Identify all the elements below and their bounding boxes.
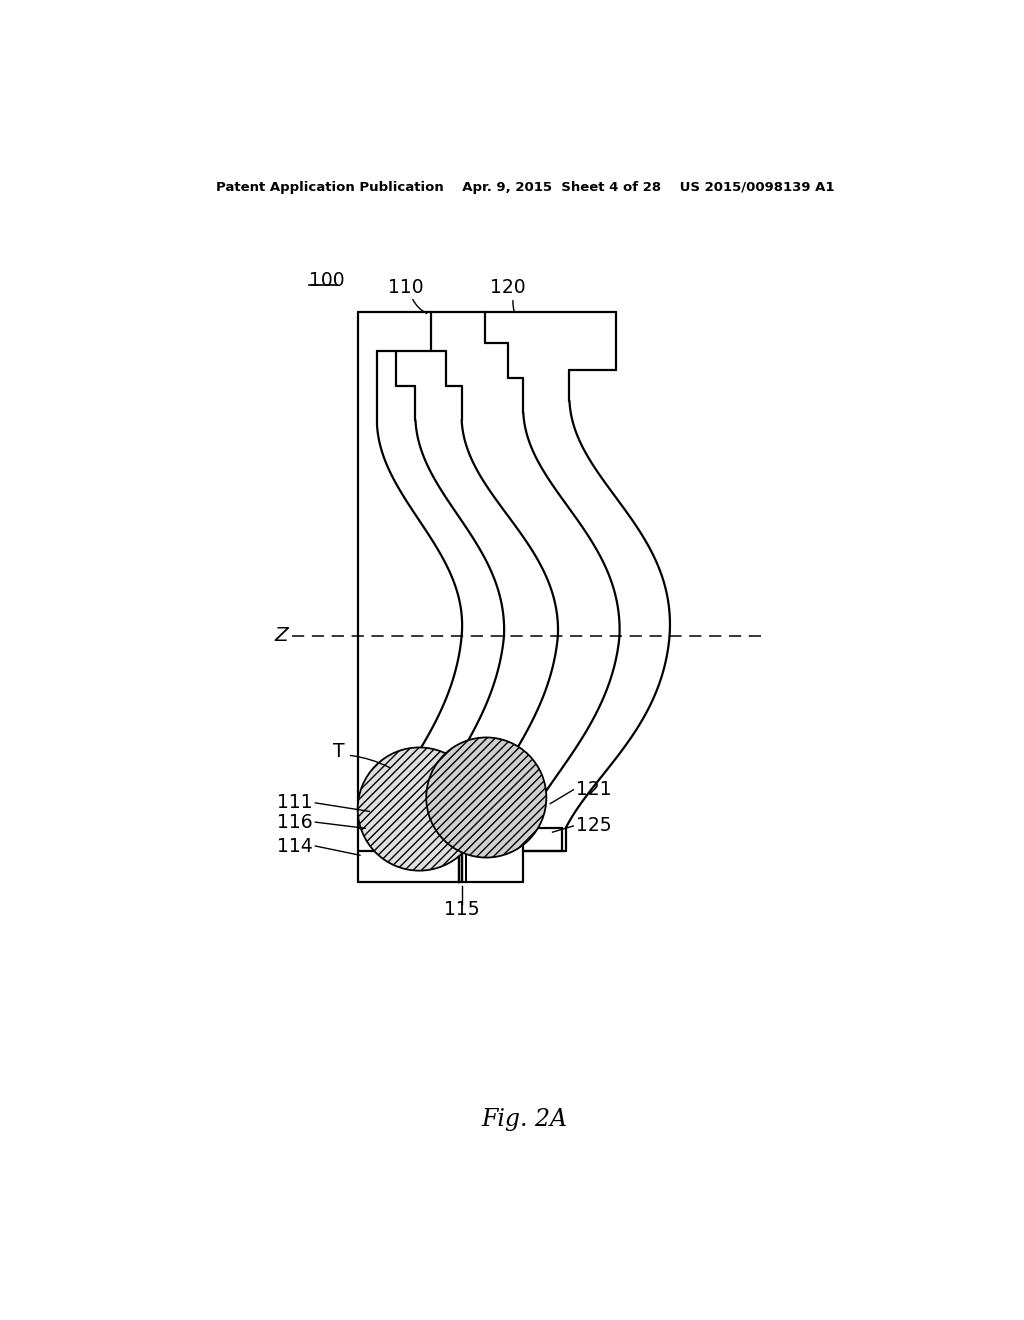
Text: 116: 116 [278, 813, 313, 832]
Text: 111: 111 [278, 793, 313, 812]
Circle shape [357, 747, 481, 871]
Text: 114: 114 [278, 837, 313, 855]
Text: 115: 115 [443, 900, 479, 919]
Text: T: T [333, 742, 345, 760]
Circle shape [426, 738, 547, 858]
Text: 110: 110 [388, 279, 424, 297]
Text: Fig. 2A: Fig. 2A [482, 1107, 567, 1131]
Text: 125: 125 [575, 817, 611, 836]
Text: 121: 121 [575, 780, 611, 800]
Text: 100: 100 [309, 271, 345, 289]
Text: Patent Application Publication    Apr. 9, 2015  Sheet 4 of 28    US 2015/0098139: Patent Application Publication Apr. 9, 2… [215, 181, 835, 194]
Text: 120: 120 [490, 279, 525, 297]
Text: Z: Z [274, 626, 289, 645]
